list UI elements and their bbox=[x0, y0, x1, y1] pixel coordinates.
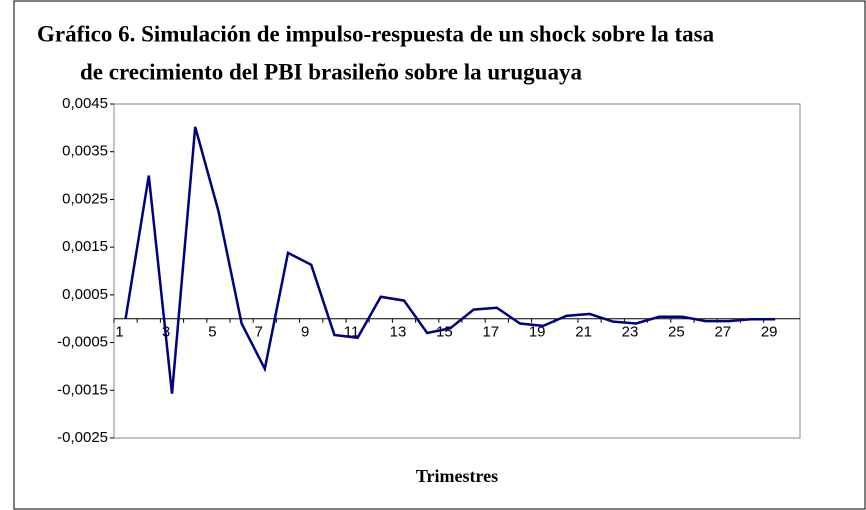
y-tick-label: 0,0045 bbox=[62, 95, 108, 112]
x-tick-label: 29 bbox=[761, 324, 778, 341]
x-axis-title: Trimestres bbox=[416, 466, 498, 486]
x-tick-label: 5 bbox=[208, 324, 216, 341]
y-tick-label: -0,0005 bbox=[57, 334, 108, 351]
x-tick-label: 19 bbox=[529, 324, 546, 341]
y-tick-label: 0,0015 bbox=[62, 238, 108, 255]
x-tick-label: 21 bbox=[575, 324, 592, 341]
line-series bbox=[124, 126, 776, 394]
chart-frame bbox=[13, 0, 866, 510]
x-tick-label: 15 bbox=[436, 324, 453, 341]
x-tick-label: 13 bbox=[390, 324, 407, 341]
x-tick-label: 7 bbox=[255, 324, 263, 341]
x-tick-label: 27 bbox=[714, 324, 731, 341]
chart-title: Gráfico 6. Simulación de impulso-respues… bbox=[37, 21, 715, 46]
y-tick-label: 0,0035 bbox=[62, 143, 108, 160]
y-tick-label: 0,0005 bbox=[62, 286, 108, 303]
x-tick-label: 25 bbox=[668, 324, 685, 341]
y-tick-label: -0,0015 bbox=[57, 381, 108, 398]
plot-frame bbox=[113, 103, 801, 439]
x-tick-label: 9 bbox=[301, 324, 309, 341]
x-tick-label: 1 bbox=[115, 324, 123, 341]
chart-title: de crecimiento del PBI brasileño sobre l… bbox=[80, 59, 582, 84]
x-tick-label: 23 bbox=[622, 324, 639, 341]
y-tick-label: 0,0025 bbox=[62, 190, 108, 207]
x-tick-label: 17 bbox=[482, 324, 499, 341]
y-tick-label: -0,0025 bbox=[57, 429, 108, 446]
